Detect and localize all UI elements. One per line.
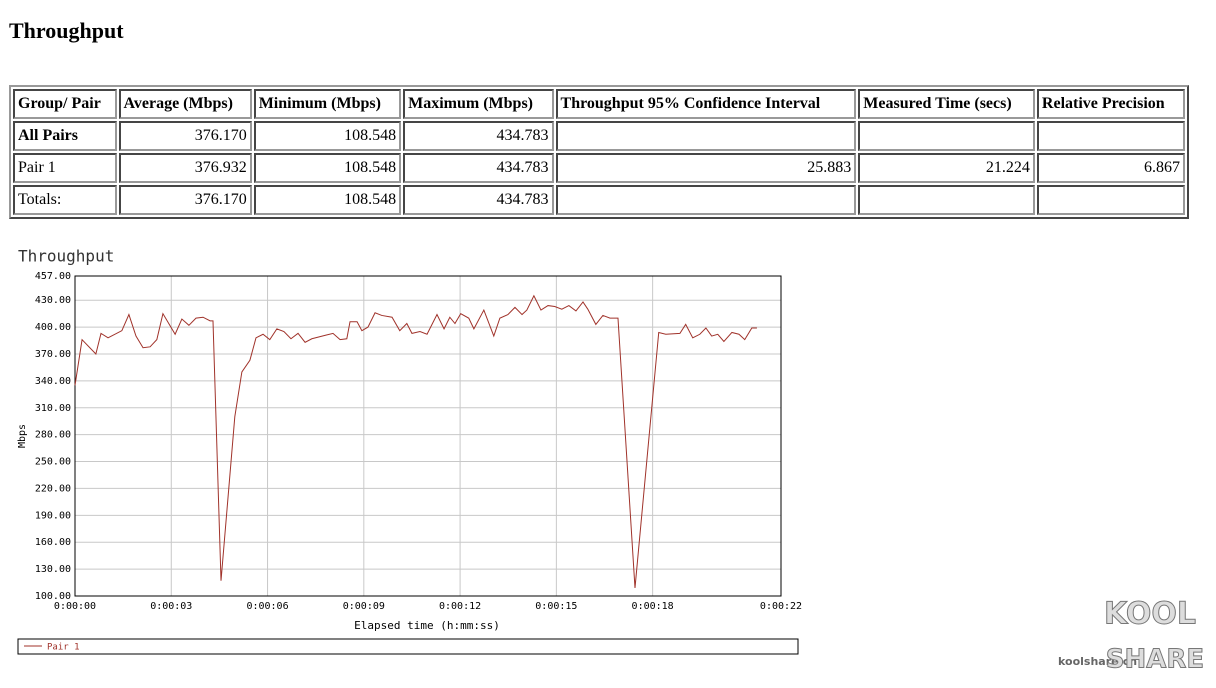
table-cell: [555, 185, 857, 215]
y-tick-label: 310.00: [35, 403, 71, 414]
table-row: All Pairs 376.170 108.548 434.783: [13, 121, 1185, 151]
results-table: Group/ Pair Average (Mbps) Minimum (Mbps) M…: [9, 85, 1189, 219]
watermark-logo: SHARE: [1106, 645, 1204, 675]
x-tick-label: 0:00:15: [535, 601, 577, 612]
table-cell: 6.867: [1036, 153, 1185, 183]
header-cell: Maximum (Mbps): [403, 89, 554, 119]
y-tick-label: 457.00: [35, 271, 71, 282]
table-cell: All Pairs: [13, 121, 117, 151]
y-tick-label: 340.00: [35, 376, 71, 387]
header-row: Group/ Pair Average (Mbps) Minimum (Mbps) M…: [13, 89, 1185, 119]
y-tick-label: 370.00: [35, 349, 71, 360]
plot-frame: [74, 275, 782, 597]
x-tick-label: 0:00:00: [54, 601, 96, 612]
table-cell: 376.932: [118, 153, 252, 183]
y-tick-label: 280.00: [35, 430, 71, 441]
y-tick-label: 430.00: [35, 295, 71, 306]
chart-title: Throughput: [18, 247, 114, 266]
y-tick-label: 160.00: [35, 537, 71, 548]
series-line: [74, 294, 757, 588]
y-tick-label: 250.00: [35, 457, 71, 468]
legend-label: Pair 1: [47, 643, 80, 653]
table-cell: [1036, 121, 1185, 151]
header-cell: Group/ Pair: [13, 89, 117, 119]
table-row: Pair 1 376.932 108.548 434.783 25.883 21.224 6…: [13, 153, 1185, 183]
header-cell: Minimum (Mbps): [253, 89, 402, 119]
y-tick-label: 400.00: [35, 322, 71, 333]
table-cell: [1036, 185, 1185, 215]
x-tick-label: 0:00:18: [632, 601, 674, 612]
x-axis-label: Elapsed time (h:mm:ss): [354, 619, 500, 632]
table-cell: 108.548: [253, 185, 402, 215]
table-cell: 434.783: [403, 153, 554, 183]
table-cell: 434.783: [403, 121, 554, 151]
watermark-logo: KOOL: [1104, 597, 1196, 632]
header-cell: Average (Mbps): [118, 89, 252, 119]
y-tick-label: 190.00: [35, 510, 71, 521]
table-cell: 25.883: [555, 153, 857, 183]
table-cell: 376.170: [118, 121, 252, 151]
page-title: Throughput: [9, 18, 124, 43]
table-cell: [858, 121, 1035, 151]
x-tick-label: 0:00:12: [439, 601, 481, 612]
table-cell: Totals:: [13, 185, 117, 215]
x-tick-label: 0:00:06: [246, 601, 288, 612]
header-cell: Measured Time (secs): [858, 89, 1035, 119]
y-tick-label: 100.00: [35, 591, 71, 602]
table-cell: 108.548: [253, 153, 402, 183]
x-tick-label: 0:00:03: [150, 601, 192, 612]
table-cell: [555, 121, 857, 151]
table-cell: 21.224: [858, 153, 1035, 183]
y-axis-label: Mbps: [17, 424, 28, 448]
legend-box: [17, 638, 799, 655]
table-cell: 376.170: [118, 185, 252, 215]
y-tick-label: 130.00: [35, 564, 71, 575]
watermark-site: koolshare.cn: [1058, 655, 1137, 668]
header-cell: Relative Precision: [1036, 89, 1185, 119]
header-cell: Throughput 95% Confidence Interval: [555, 89, 857, 119]
y-tick-label: 220.00: [35, 483, 71, 494]
x-tick-label: 0:00:09: [343, 601, 385, 612]
table-row: Totals: 376.170 108.548 434.783: [13, 185, 1185, 215]
table-cell: 434.783: [403, 185, 554, 215]
table-cell: 108.548: [253, 121, 402, 151]
table-cell: [858, 185, 1035, 215]
x-tick-label: 0:00:22: [760, 601, 802, 612]
table-cell: Pair 1: [13, 153, 117, 183]
